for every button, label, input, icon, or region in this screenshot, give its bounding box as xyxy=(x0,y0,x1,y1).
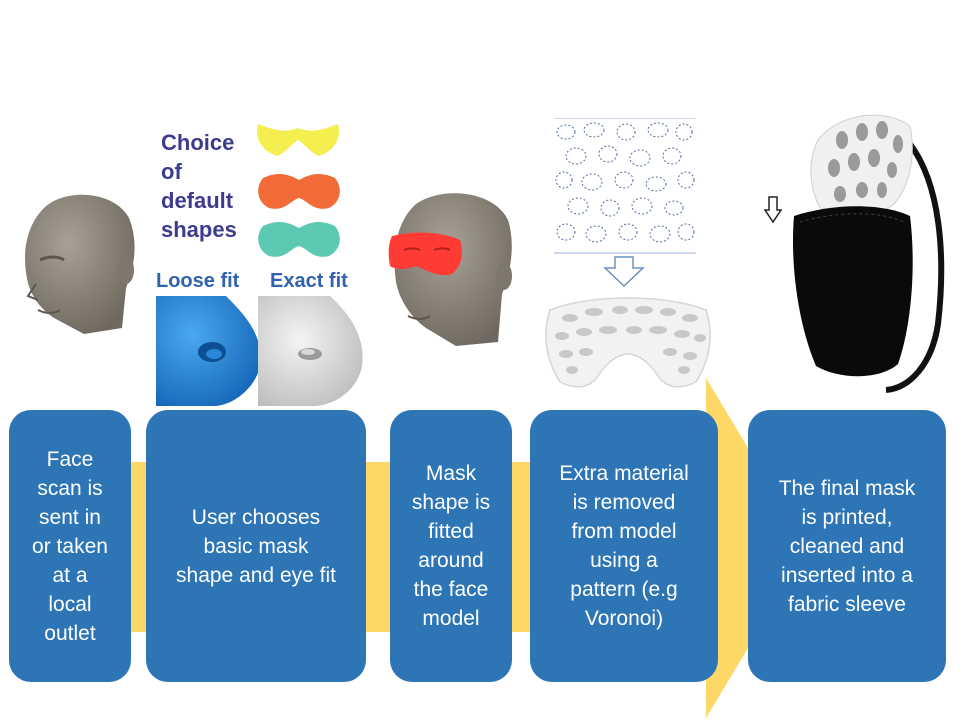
mask-shape-teal-icon xyxy=(258,222,340,257)
mask-shape-orange-icon xyxy=(258,174,340,209)
step-text-3: Mask shape is fitted around the face mod… xyxy=(411,462,491,630)
step-text-4: Extra material is removed from model usi… xyxy=(559,462,689,630)
step-box-4: Extra material is removed from model usi… xyxy=(530,410,718,682)
step-text-1: Face scan is sent in or taken at a local… xyxy=(32,447,108,645)
step-text-2: User chooses basic mask shape and eye fi… xyxy=(176,505,336,587)
mask-shape-yellow-icon xyxy=(256,124,340,156)
step-box-5: The final mask is printed, cleaned and i… xyxy=(748,410,946,682)
head-icon xyxy=(25,194,135,334)
down-arrow-icon xyxy=(603,256,645,288)
shapes-label: Choice of default shapes xyxy=(161,130,237,242)
step-box-1: Face scan is sent in or taken at a local… xyxy=(9,410,131,682)
insert-arrow-icon xyxy=(764,196,782,224)
exact-fit-icon xyxy=(258,296,363,406)
voronoi-pattern-icon xyxy=(554,118,696,254)
head-with-mask-icon xyxy=(388,193,512,346)
loose-fit-label: Loose fit xyxy=(156,270,240,292)
voronoi-mask-icon xyxy=(545,297,711,388)
loose-fit-icon xyxy=(156,296,261,406)
step-box-2: User chooses basic mask shape and eye fi… xyxy=(146,410,366,682)
step-box-3: Mask shape is fitted around the face mod… xyxy=(390,410,512,682)
printed-mask-icon xyxy=(792,114,945,393)
exact-fit-label: Exact fit xyxy=(270,270,348,292)
step-text-5: The final mask is printed, cleaned and i… xyxy=(778,476,916,616)
